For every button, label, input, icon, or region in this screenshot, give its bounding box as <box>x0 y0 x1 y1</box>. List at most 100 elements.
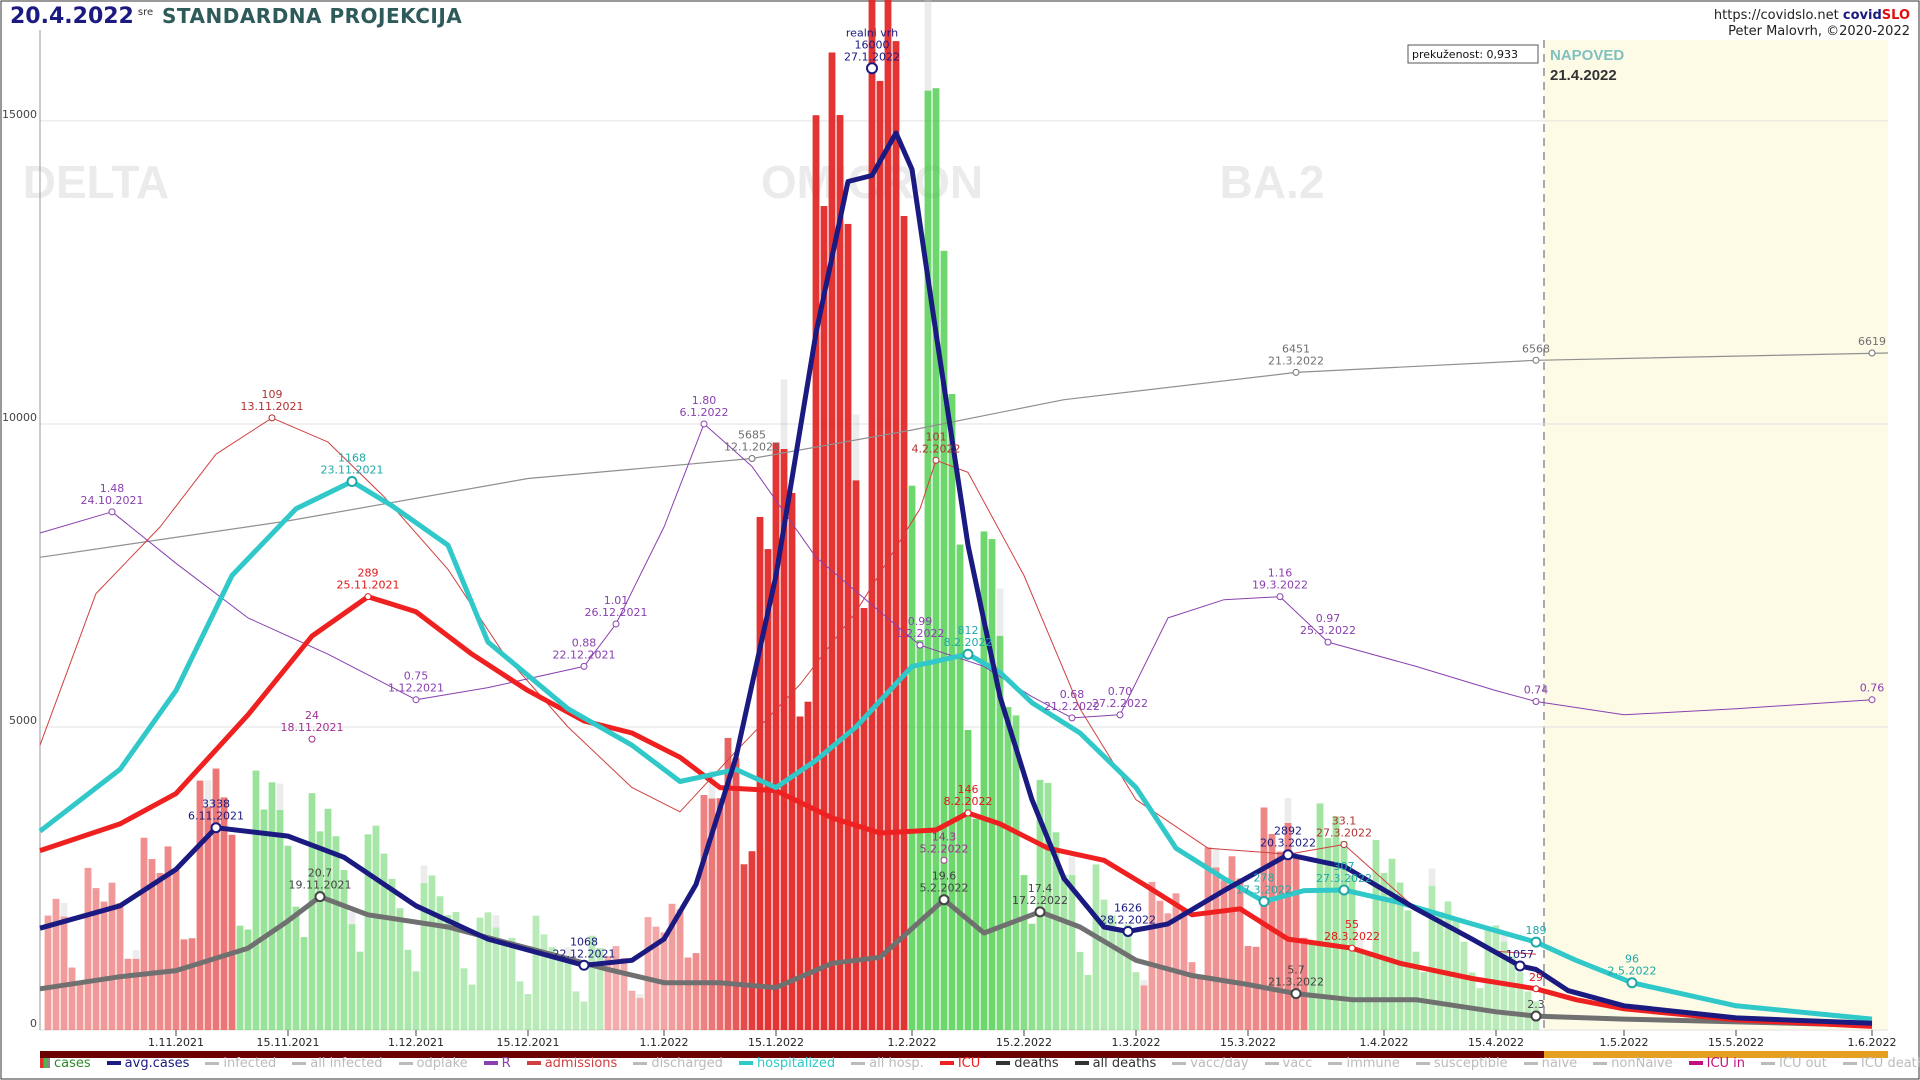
legend-swatch <box>1172 1061 1187 1065</box>
legend-item[interactable]: naive <box>1523 1054 1577 1072</box>
case-bar <box>516 981 524 1030</box>
legend-item[interactable]: infected <box>205 1054 276 1072</box>
legend-item[interactable]: all infected <box>292 1054 383 1072</box>
case-bar <box>540 934 548 1030</box>
page-title: STANDARDNA PROJEKCIJA <box>162 4 463 28</box>
case-bar <box>900 216 908 1031</box>
forecast-label: NAPOVED <box>1550 47 1624 64</box>
odplake-bar <box>924 0 932 91</box>
case-bar <box>420 883 428 1030</box>
case-bar <box>268 782 276 1030</box>
annotation-value: 1168 <box>338 452 366 465</box>
odplake-bar <box>1068 856 1076 876</box>
case-bar <box>124 958 132 1030</box>
brand-logo: covidSLO <box>1843 8 1910 23</box>
case-bar <box>716 798 724 1030</box>
case-bar <box>196 780 204 1030</box>
legend-item[interactable]: odplake <box>398 1054 468 1072</box>
case-bar <box>460 968 468 1030</box>
x-tick-label: 1.6.2022 <box>1848 1036 1897 1049</box>
timeline-past <box>40 1051 1544 1058</box>
case-bar <box>140 837 148 1030</box>
legend-item[interactable]: all deaths <box>1074 1054 1156 1072</box>
case-bar <box>1524 991 1532 1030</box>
legend-item[interactable]: avg.cases <box>106 1054 189 1072</box>
legend-item[interactable]: vacc <box>1264 1054 1312 1072</box>
legend-label: all hosp. <box>869 1055 924 1071</box>
odplake-bar <box>1356 939 1364 950</box>
annotation-value: 17.4 <box>1028 882 1053 895</box>
case-bar <box>300 937 308 1030</box>
legend-item[interactable]: admissions <box>526 1054 617 1072</box>
x-tick-label: 1.5.2022 <box>1600 1036 1649 1049</box>
legend-item[interactable]: ICU <box>939 1054 981 1072</box>
case-bar <box>564 956 572 1030</box>
annotation-date: 18.11.2021 <box>281 721 344 734</box>
date-text: 20.4.2022 <box>10 4 134 29</box>
legend-item[interactable]: all hosp. <box>851 1054 924 1072</box>
report-date: 20.4.2022 sre <box>10 4 153 29</box>
case-bar <box>484 912 492 1030</box>
case-bar <box>1204 847 1212 1030</box>
legend-item[interactable]: cases <box>40 1054 91 1072</box>
annotation-marker <box>1532 698 1540 706</box>
legend-item[interactable]: susceptible <box>1415 1054 1508 1072</box>
case-bar <box>452 911 460 1030</box>
annotation-value: 2.3 <box>1527 998 1545 1011</box>
case-bar <box>1332 816 1340 1030</box>
x-tick-label: 15.4.2022 <box>1468 1036 1524 1049</box>
annotation-date: 24.10.2021 <box>81 494 144 507</box>
annotation-value: 5685 <box>738 428 766 441</box>
legend-item[interactable]: discharged <box>633 1054 723 1072</box>
annotation-value: 1.48 <box>100 482 125 495</box>
case-bar <box>756 516 764 1030</box>
odplake-bar <box>1500 931 1508 942</box>
case-bar <box>1380 872 1388 1030</box>
annotation-marker <box>1338 884 1350 896</box>
legend-item[interactable]: deaths <box>996 1054 1059 1072</box>
legend-swatch <box>106 1061 121 1065</box>
legend-item[interactable]: ICU deaths <box>1842 1054 1920 1072</box>
annotation-date: 17.2.2022 <box>1012 894 1068 907</box>
annotation-value: 307 <box>1334 860 1355 873</box>
case-bar <box>932 88 940 1030</box>
case-bar <box>76 981 84 1030</box>
forecast-zone <box>1544 40 1888 1030</box>
legend-item[interactable]: ICU out <box>1761 1054 1827 1072</box>
annotation-value: 0.70 <box>1108 685 1133 698</box>
case-bar <box>548 947 556 1030</box>
legend-item[interactable]: R <box>483 1054 511 1072</box>
case-bar <box>636 997 644 1030</box>
legend-label: odplake <box>416 1055 468 1071</box>
case-bar <box>100 901 108 1030</box>
legend-item[interactable]: immune <box>1328 1054 1400 1072</box>
annotation-value: 6619 <box>1858 335 1886 348</box>
annotation-date: 6.11.2021 <box>188 810 244 823</box>
annotation-value: 0.97 <box>1316 612 1341 625</box>
annotation-value: 146 <box>958 783 979 796</box>
legend-item[interactable]: hospitalized <box>738 1054 835 1072</box>
case-bar <box>52 898 60 1030</box>
case-bar <box>476 917 484 1030</box>
case-bar <box>692 953 700 1030</box>
annotation-date: 25.3.2022 <box>1300 624 1356 637</box>
case-bar <box>1052 832 1060 1030</box>
case-bar <box>1468 972 1476 1030</box>
legend-item[interactable]: ICU in <box>1688 1054 1745 1072</box>
legend-label: ICU <box>957 1055 981 1071</box>
legend-item[interactable]: nonNaive <box>1593 1054 1673 1072</box>
annotation-value: 289 <box>358 567 379 580</box>
annotation-marker <box>938 894 950 906</box>
annotation-value: 812 <box>958 624 979 637</box>
annotation-date: 12.1.2022 <box>724 440 780 453</box>
source-url[interactable]: https://covidslo.net <box>1713 8 1839 23</box>
case-bar <box>772 442 780 1030</box>
annotation-value: 0.88 <box>572 636 597 649</box>
odplake-bar <box>564 947 572 957</box>
legend-swatch <box>205 1061 220 1065</box>
case-bar <box>532 915 540 1030</box>
legend-item[interactable]: vacc/day <box>1172 1054 1249 1072</box>
x-tick-label: 15.5.2022 <box>1708 1036 1764 1049</box>
case-bar <box>812 115 820 1030</box>
case-bar <box>316 831 324 1030</box>
